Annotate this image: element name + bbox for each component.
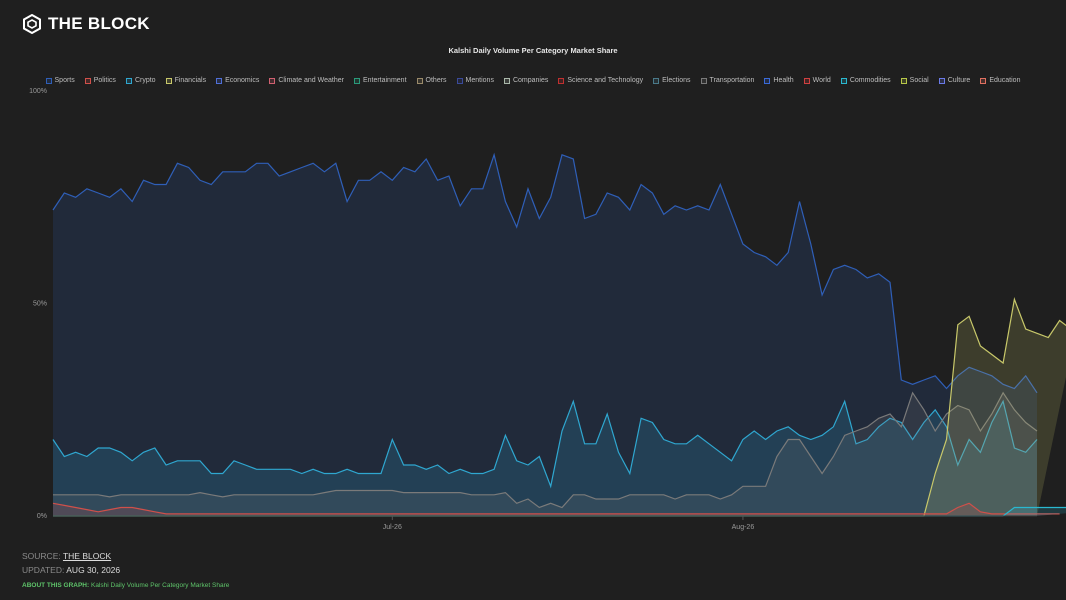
brand-name: THE BLOCK — [48, 14, 150, 33]
legend-swatch — [216, 77, 223, 84]
legend-swatch — [353, 77, 360, 84]
legend-swatch — [45, 77, 52, 84]
updated-value: AUG 30, 2026 — [66, 565, 121, 575]
series-area-crypto — [53, 401, 1037, 516]
legend-swatch — [456, 77, 463, 84]
legend-label: Transportation — [709, 77, 755, 84]
series-line-politics[interactable] — [52, 502, 1060, 515]
block-logo-icon — [23, 14, 41, 34]
legend-swatch — [980, 77, 987, 84]
legend-label: Climate and Weather — [278, 77, 344, 84]
legend-item[interactable]: Companies — [503, 77, 549, 84]
legend-item[interactable]: Others — [416, 77, 447, 84]
legend-swatch — [503, 77, 510, 84]
legend-item[interactable]: Science and Technology — [558, 77, 643, 84]
legend-item[interactable]: Economics — [216, 77, 259, 84]
series-area-politics — [53, 503, 1060, 516]
legend-swatch — [125, 77, 132, 84]
about-line: ABOUT THIS GRAPH: Kalshi Daily Volume Pe… — [22, 582, 229, 589]
series-line-sports[interactable] — [52, 152, 1038, 394]
legend-swatch — [938, 77, 945, 84]
legend-label: Economics — [225, 77, 260, 84]
series-line-transportation[interactable] — [53, 391, 1038, 509]
legend-label: Crypto — [134, 77, 156, 84]
legend-item[interactable]: Commodities — [840, 77, 891, 84]
legend-swatch — [900, 77, 907, 84]
legend-item[interactable]: Culture — [938, 77, 971, 84]
legend-swatch — [416, 77, 423, 84]
legend-swatch — [803, 77, 810, 84]
legend-swatch — [165, 77, 172, 84]
legend-label: Culture — [947, 77, 971, 84]
legend-item[interactable]: Education — [980, 77, 1020, 84]
legend-item[interactable]: Entertainment — [353, 77, 407, 84]
legend-item[interactable]: World — [803, 77, 831, 84]
y-tick-label: 50% — [33, 301, 47, 308]
chart-title: Kalshi Daily Volume Per Category Market … — [448, 46, 618, 55]
legend-label: Elections — [662, 77, 691, 84]
legend-label: Sports — [54, 77, 75, 84]
legend-item[interactable]: Health — [764, 77, 794, 84]
series-line-crypto[interactable] — [52, 399, 1038, 489]
legend-swatch — [653, 77, 660, 84]
legend-swatch — [84, 77, 91, 84]
legend-item[interactable]: Sports — [45, 77, 75, 84]
legend-label: Health — [773, 77, 794, 84]
legend-label: Entertainment — [362, 77, 407, 84]
legend-label: Mentions — [465, 77, 494, 84]
y-tick-label: 100% — [29, 88, 47, 95]
y-tick-label: 0% — [37, 513, 47, 520]
legend-label: World — [812, 77, 831, 84]
about-label: ABOUT THIS GRAPH: — [22, 582, 90, 589]
updated-label: UPDATED: — [22, 565, 65, 575]
legend-label: Social — [909, 77, 929, 84]
brand-logo: THE BLOCK — [22, 14, 150, 34]
chart-legend: Sports Politics Crypto Financials Economics C… — [0, 77, 1066, 84]
x-tick-label: Aug-26 — [732, 524, 755, 531]
legend-label: Science and Technology — [567, 77, 644, 84]
legend-item[interactable]: Climate and Weather — [269, 77, 344, 84]
legend-label: Others — [425, 77, 447, 84]
x-tick-label: Jul-26 — [383, 524, 402, 531]
legend-swatch — [269, 77, 276, 84]
series-area-sports — [53, 154, 1037, 517]
updated-line: UPDATED: AUG 30, 2026 — [22, 565, 120, 575]
about-value: Kalshi Daily Volume Per Category Market … — [90, 582, 230, 589]
legend-label: Commodities — [849, 77, 891, 84]
source-link[interactable]: THE BLOCK — [62, 551, 112, 561]
legend-swatch — [558, 77, 565, 84]
legend-item[interactable]: Crypto — [125, 77, 156, 84]
legend-item[interactable]: Elections — [653, 77, 691, 84]
legend-item[interactable]: Mentions — [456, 77, 494, 84]
legend-item[interactable]: Transportation — [700, 77, 755, 84]
series-area-social — [53, 299, 1066, 516]
legend-label: Politics — [93, 77, 116, 84]
legend-swatch — [840, 77, 847, 84]
legend-item[interactable]: Financials — [165, 77, 207, 84]
legend-label: Financials — [174, 77, 207, 84]
legend-item[interactable]: Politics — [84, 77, 116, 84]
legend-swatch — [700, 77, 707, 84]
legend-label: Education — [989, 77, 1021, 84]
series-area-transportation — [53, 392, 1037, 516]
legend-item[interactable]: Social — [900, 77, 929, 84]
legend-label: Companies — [512, 77, 549, 84]
legend-swatch — [764, 77, 771, 84]
source-line: SOURCE: THE BLOCK — [22, 551, 111, 561]
source-label: SOURCE: — [22, 551, 61, 561]
